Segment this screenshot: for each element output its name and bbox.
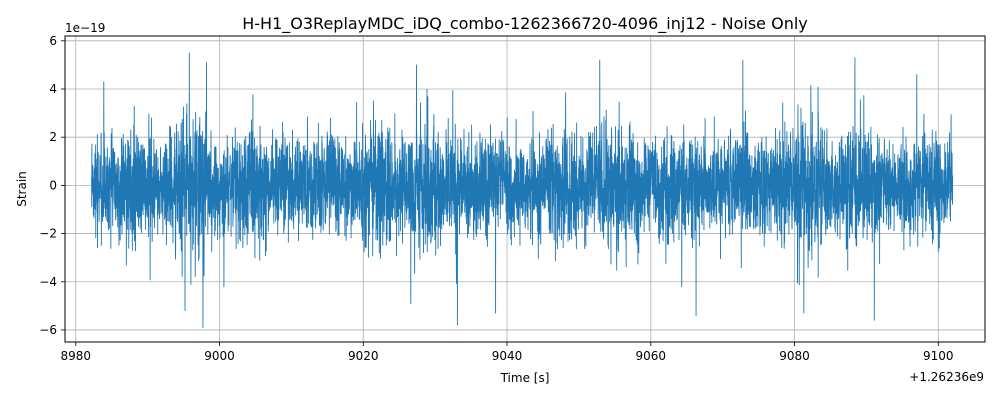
y-tick-label: 6 (49, 34, 57, 48)
y-scale-label: 1e−19 (65, 21, 105, 35)
y-tick-label: 2 (49, 130, 57, 144)
y-tick-label: 0 (49, 178, 57, 192)
chart-title: H-H1_O3ReplayMDC_iDQ_combo-1262366720-40… (242, 14, 808, 34)
strain-series-line (91, 52, 954, 328)
tick-layer: 8980 9000 9020 9040 9060 9080 9100 −6 −4 −2 0 2 4 6 (39, 34, 953, 363)
plot-frame (64, 35, 986, 343)
x-axis-label: Time [s] (500, 371, 550, 385)
y-axis-label: Strain (15, 171, 29, 207)
y-tick-label: 4 (49, 82, 57, 96)
y-tick-label: −4 (39, 275, 57, 289)
series-layer (91, 52, 954, 328)
x-tick-label: 9020 (348, 349, 379, 363)
x-tick-label: 8980 (61, 349, 92, 363)
y-tick-label: −6 (39, 323, 57, 337)
x-tick-label: 9080 (779, 349, 810, 363)
x-tick-label: 9100 (923, 349, 954, 363)
y-tick-label: −2 (39, 227, 57, 241)
x-tick-label: 9040 (492, 349, 523, 363)
x-tick-label: 9060 (636, 349, 667, 363)
x-tick-label: 9000 (204, 349, 235, 363)
x-offset-label: +1.26236e9 (909, 370, 984, 384)
